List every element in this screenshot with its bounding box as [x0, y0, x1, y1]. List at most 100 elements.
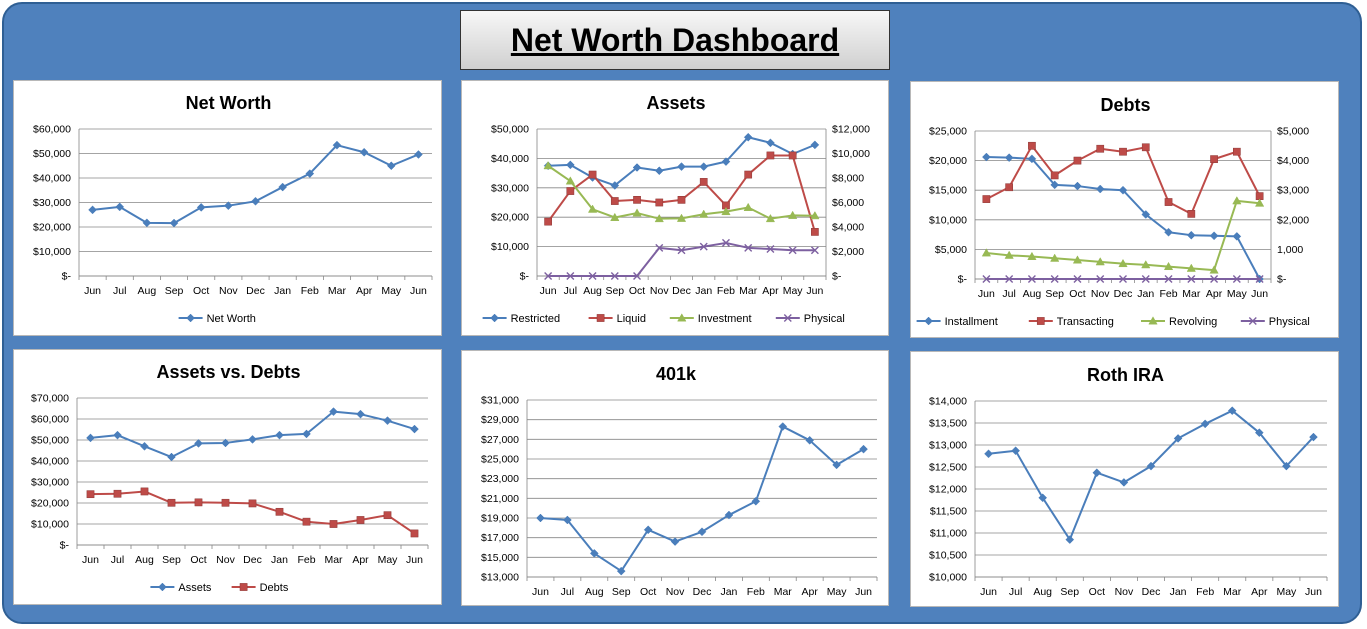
data-point	[563, 515, 572, 525]
data-point	[1164, 275, 1173, 283]
data-point	[1095, 257, 1105, 266]
data-point	[140, 487, 149, 496]
x-tick-label: Feb	[1159, 288, 1177, 300]
series-liquid	[544, 151, 819, 236]
data-point	[1282, 461, 1291, 471]
data-point	[196, 203, 206, 212]
series-line	[985, 144, 1261, 215]
x-tick-label: Mar	[1182, 288, 1201, 300]
legend-label: Liquid	[617, 313, 646, 325]
legend-item: Investment	[669, 313, 752, 325]
y-tick-label: $60,000	[33, 124, 71, 136]
data-point	[565, 176, 575, 185]
data-point	[788, 210, 798, 219]
data-point	[414, 150, 423, 159]
y-tick-label: $30,000	[33, 197, 71, 209]
y-tick-label: $40,000	[31, 456, 69, 468]
x-tick-label: Apr	[356, 285, 373, 297]
data-point	[805, 435, 815, 445]
x-tick-label: Feb	[297, 554, 315, 566]
data-point	[633, 272, 642, 280]
x-tick-label: Jun	[84, 285, 101, 297]
y-tick-label: $13,000	[929, 440, 967, 452]
x-tick-label: Jun	[978, 288, 995, 300]
y2-tick-label: $2,000	[832, 246, 864, 258]
data-point	[654, 213, 664, 223]
legend-label: Installment	[945, 316, 998, 328]
x-tick-label: May	[1227, 288, 1248, 300]
legend-marker	[677, 313, 687, 322]
x-tick-label: Jun	[532, 586, 549, 598]
series-line	[548, 241, 815, 277]
x-tick-label: Jun	[980, 586, 997, 598]
data-point	[1027, 154, 1037, 164]
y2-tick-label: $12,000	[832, 124, 870, 136]
series-net-worth	[88, 140, 423, 228]
legend-label: Restricted	[511, 313, 561, 325]
data-point	[610, 212, 620, 221]
y-tick-label: $29,000	[481, 414, 519, 426]
legend-item: Restricted	[482, 313, 561, 325]
assets-chart: Assets $- $10,000 $20,000 $30,000 $40,000 $50,…	[482, 93, 870, 325]
data-point	[302, 517, 311, 526]
data-point	[1028, 141, 1036, 150]
legend-marker	[596, 314, 605, 322]
x-tick-label: Jul	[561, 586, 574, 598]
data-point	[1073, 156, 1082, 165]
chart-title: Assets	[646, 93, 705, 113]
x-tick-label: Dec	[1142, 586, 1161, 598]
y-tick-label: $12,500	[929, 462, 967, 474]
data-point	[251, 196, 260, 206]
data-point	[610, 272, 619, 280]
data-point	[329, 520, 338, 528]
data-point	[275, 430, 284, 440]
data-point	[167, 452, 176, 462]
x-tick-label: Jul	[1009, 586, 1022, 598]
data-point	[566, 187, 575, 195]
data-point	[1095, 184, 1105, 194]
x-tick-label: Jan	[274, 285, 291, 297]
data-point	[536, 513, 545, 523]
data-point	[751, 496, 761, 506]
y-tick-label: $11,000	[930, 528, 967, 540]
y-tick-label: $-	[520, 271, 530, 283]
data-point	[1141, 275, 1150, 283]
data-point	[248, 499, 257, 508]
data-point	[565, 160, 575, 170]
y-tick-label: $10,000	[33, 246, 71, 258]
data-point	[676, 213, 687, 222]
data-point	[544, 217, 552, 226]
panel-net-worth: Net Worth $- $10,000 $20,000 $30,000 $40,000 $…	[13, 80, 442, 336]
x-tick-label: Oct	[629, 285, 645, 297]
y2-tick-label: $4,000	[1277, 155, 1309, 167]
x-tick-label: Mar	[328, 285, 347, 297]
x-tick-label: Mar	[1223, 586, 1242, 598]
x-tick-label: May	[381, 285, 402, 297]
legend-label: Investment	[698, 313, 752, 325]
legend-item: Liquid	[588, 313, 646, 325]
y2-tick-label: $2,000	[1277, 214, 1309, 226]
data-point	[223, 201, 233, 211]
x-tick-label: Jun	[540, 285, 557, 297]
y-tick-label: $20,000	[33, 222, 71, 234]
data-point	[1065, 535, 1075, 544]
y2-tick-label: $10,000	[832, 148, 870, 160]
x-tick-label: Feb	[301, 285, 319, 297]
roth-ira-chart: Roth IRA $10,000 $10,500 $11,000 $11,500 $12,…	[929, 365, 1328, 598]
data-point	[275, 507, 284, 516]
data-point	[194, 439, 203, 448]
series-main	[984, 406, 1318, 544]
y2-tick-label: $6,000	[832, 197, 864, 209]
data-point	[610, 197, 619, 205]
data-point	[981, 248, 992, 257]
data-point	[744, 170, 753, 179]
x-tick-label: Dec	[693, 586, 712, 598]
legend-item: Revolving	[1141, 316, 1217, 328]
x-tick-label: Oct	[193, 285, 209, 297]
data-point	[1119, 275, 1127, 283]
data-point	[386, 161, 396, 171]
legend-marker	[1148, 316, 1158, 325]
data-point	[699, 178, 708, 186]
data-point	[721, 157, 731, 166]
data-point	[810, 246, 819, 255]
